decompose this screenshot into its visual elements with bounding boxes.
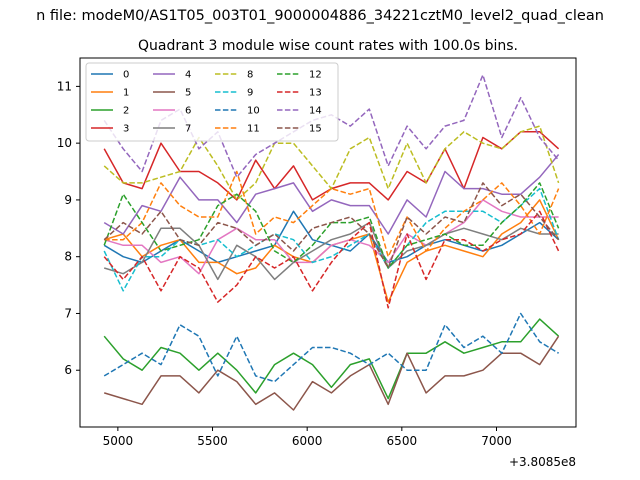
legend-label-4: 4 — [185, 70, 191, 81]
x-tick-label: 5000 — [103, 434, 134, 448]
axes-ticks: 5000 5500 6000 6500 7000 6 7 8 9 10 11 — [57, 79, 512, 448]
legend-label-3: 3 — [123, 124, 129, 135]
y-tick-label: 11 — [57, 79, 72, 93]
series-line-10 — [103, 312, 559, 383]
series-line-5 — [103, 335, 560, 411]
legend-label-0: 0 — [123, 70, 129, 81]
legend-label-15: 15 — [309, 124, 322, 135]
y-tick-label: 7 — [64, 306, 72, 320]
legend-label-14: 14 — [309, 106, 322, 117]
x-tick-label: 5500 — [197, 434, 228, 448]
legend-label-7: 7 — [185, 124, 191, 135]
legend-label-2: 2 — [123, 106, 129, 117]
y-tick-label: 9 — [64, 193, 72, 207]
legend-label-9: 9 — [247, 88, 253, 99]
y-tick-label: 8 — [64, 250, 72, 264]
series-line-2 — [103, 318, 560, 400]
figure-suptitle: n file: modeM0/AS1T05_003T01_9000004886_… — [36, 8, 604, 24]
y-tick-label: 6 — [64, 363, 72, 377]
y-tick-label: 10 — [57, 136, 72, 150]
legend-label-12: 12 — [309, 70, 322, 81]
legend-label-13: 13 — [309, 88, 322, 99]
chart-title: Quadrant 3 module wise count rates with … — [138, 38, 518, 54]
series-line-7 — [103, 221, 559, 281]
series-line-11 — [104, 170, 560, 258]
legend-label-6: 6 — [185, 106, 191, 117]
legend-label-10: 10 — [247, 106, 260, 117]
series-line-15 — [103, 182, 560, 269]
x-tick-label: 6000 — [292, 434, 323, 448]
legend-label-8: 8 — [247, 70, 253, 81]
x-tick-label: 7000 — [481, 434, 512, 448]
series-line-12 — [103, 182, 560, 269]
x-tick-label: 6500 — [387, 434, 418, 448]
plot-frame — [79, 57, 577, 428]
legend-label-11: 11 — [247, 124, 260, 135]
series-line-8 — [103, 125, 560, 201]
series-line-4 — [103, 154, 560, 235]
legend-label-1: 1 — [123, 88, 129, 99]
legend-box — [85, 62, 339, 142]
legend-label-5: 5 — [185, 88, 191, 99]
series-line-13 — [103, 210, 560, 309]
x-offset-label: +3.8085e8 — [509, 455, 576, 469]
